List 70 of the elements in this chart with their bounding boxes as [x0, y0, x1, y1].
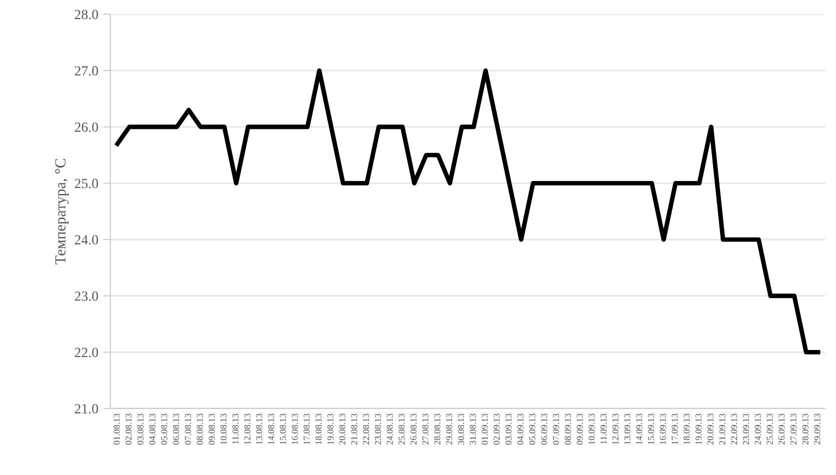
- x-tick-label: 11.08.13: [232, 414, 239, 444]
- x-tick-label: 05.09.13: [529, 414, 536, 445]
- y-axis-title: Температура, °C: [55, 158, 69, 264]
- x-tick-label: 25.09.13: [766, 414, 773, 445]
- x-tick-label: 31.08.13: [470, 414, 476, 445]
- x-tick-label: 04.09.13: [517, 414, 524, 445]
- x-tick-label: 01.09.13: [482, 414, 488, 445]
- x-tick-label: 15.08.13: [280, 414, 286, 444]
- y-tick-label: 26.0: [74, 122, 98, 132]
- x-tick-label: 04.08.13: [149, 414, 156, 445]
- x-tick-label: 24.08.13: [386, 414, 393, 445]
- x-tick-label: 13.08.13: [256, 414, 262, 444]
- x-tick-label: 11.09.13: [600, 414, 607, 444]
- y-tick-label: 23.0: [74, 291, 98, 301]
- x-tick-label: 29.08.13: [446, 414, 452, 445]
- x-tick-label: 09.09.13: [576, 414, 583, 445]
- x-tick-label: 29.09.13: [814, 414, 820, 445]
- x-tick-label: 27.08.13: [422, 414, 428, 445]
- x-tick-label: 16.08.13: [292, 414, 298, 444]
- line-series: [115, 68, 820, 354]
- x-tick-label: 28.09.13: [802, 414, 808, 445]
- x-tick-label: 22.08.13: [362, 414, 370, 445]
- x-tick-label: 01.08.13: [114, 414, 120, 445]
- x-tick-label: 12.08.13: [244, 414, 250, 444]
- x-tick-label: 28.08.13: [434, 414, 440, 445]
- y-tick-label: 24.0: [74, 235, 98, 245]
- x-tick-label: 05.08.13: [161, 414, 168, 445]
- x-tick-label: 23.08.13: [374, 414, 381, 445]
- y-tick-label: 25.0: [74, 178, 98, 188]
- x-tick-label: 02.08.13: [126, 414, 132, 445]
- x-tick-label: 20.08.13: [339, 414, 346, 445]
- x-tick-label: 03.09.13: [505, 414, 512, 445]
- y-tick-label: 22.0: [74, 348, 98, 358]
- x-tick-label: 17.09.13: [672, 414, 678, 444]
- x-tick-label: 20.09.13: [707, 414, 714, 445]
- x-tick-label: 14.09.13: [636, 414, 642, 444]
- x-tick-label: 24.09.13: [754, 414, 761, 445]
- x-tick-label: 18.08.13: [315, 414, 322, 444]
- x-tick-label: 26.09.13: [778, 414, 785, 445]
- x-tick-label: 13.09.13: [624, 414, 630, 444]
- x-tick-label: 23.09.13: [742, 414, 750, 445]
- x-tick-label: 26.08.13: [410, 414, 417, 445]
- x-tick-label: 07.09.13: [552, 414, 560, 445]
- x-tick-label: 03.08.13: [137, 414, 144, 445]
- x-tick-label: 17.08.13: [304, 414, 310, 444]
- x-tick-label: 06.08.13: [173, 414, 180, 445]
- x-tick-label: 10.08.13: [220, 414, 227, 444]
- y-tick-label: 27.0: [74, 66, 98, 76]
- x-tick-label: 08.08.13: [196, 414, 203, 445]
- x-tick-label: 19.09.13: [695, 414, 702, 444]
- x-tick-label: 25.08.13: [398, 414, 405, 445]
- x-tick-label: 07.08.13: [184, 414, 192, 445]
- x-tick-label: 16.09.13: [660, 414, 666, 444]
- x-tick-label: 02.09.13: [494, 414, 500, 445]
- x-tick-label: 19.08.13: [327, 414, 334, 444]
- x-tick-label: 18.09.13: [684, 414, 690, 444]
- x-tick-label: 30.08.13: [458, 414, 464, 445]
- y-tick-label: 21.0: [74, 404, 98, 414]
- x-tick-label: 12.09.13: [612, 414, 618, 444]
- x-tick-label: 22.09.13: [731, 414, 738, 445]
- x-tick-label: 09.08.13: [208, 414, 215, 445]
- x-tick-label: 15.09.13: [648, 414, 654, 444]
- x-tick-label: 06.09.13: [541, 414, 548, 445]
- x-tick-label: 27.09.13: [790, 414, 797, 445]
- x-tick-label: 10.09.13: [588, 414, 595, 444]
- x-tick-label: 21.08.13: [351, 414, 358, 445]
- x-tick-label: 14.08.13: [268, 414, 274, 444]
- x-tick-label: 08.09.13: [564, 414, 571, 445]
- x-tick-label: 21.09.13: [719, 414, 726, 445]
- y-tick-label: 28.0: [74, 10, 98, 20]
